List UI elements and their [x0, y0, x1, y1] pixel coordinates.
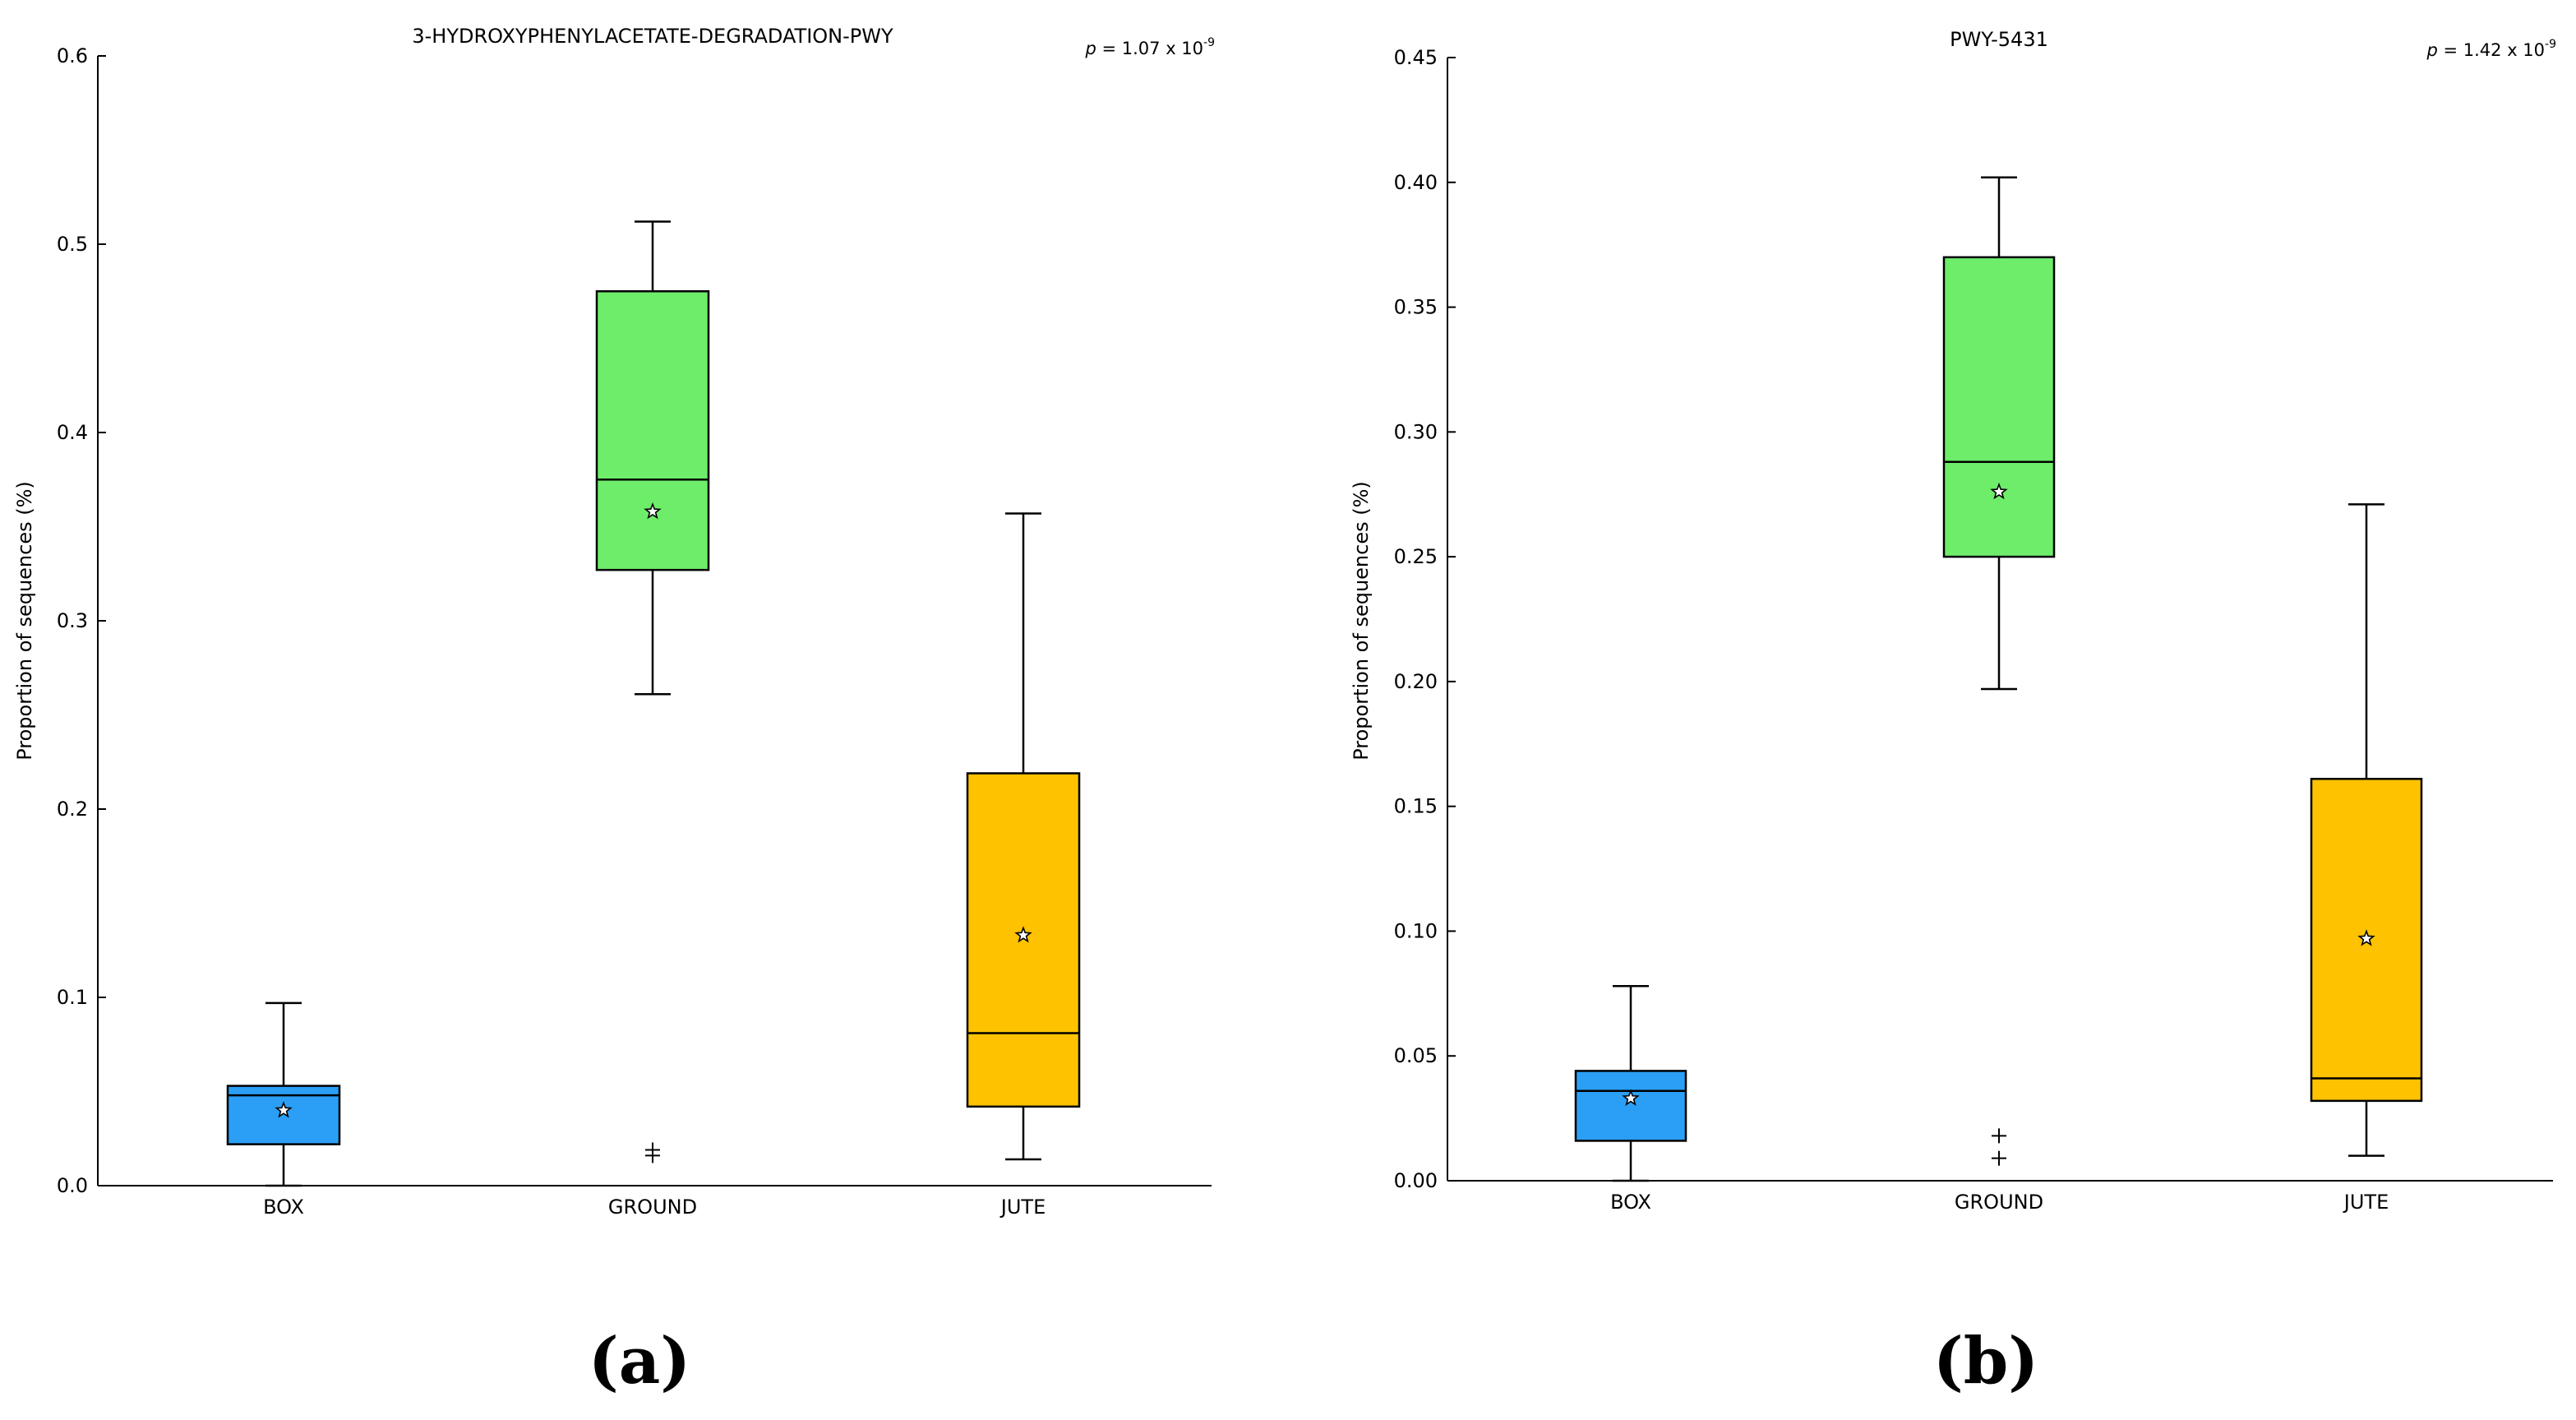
panel-b-y-tick-label: 0.40: [1394, 171, 1438, 194]
panel-a-category-label-ground: GROUND: [608, 1196, 697, 1219]
mean-star: [2357, 929, 2375, 946]
panel-a-y-tick-label: 0.2: [57, 798, 88, 821]
panel-b-y-tick-label: 0.10: [1394, 919, 1438, 942]
iqr-box: [1942, 256, 2056, 558]
panel-b-y-tick-label: 0.25: [1394, 545, 1438, 568]
panel-b-y-tick-label: 0.20: [1394, 670, 1438, 693]
panel-a-box-box: [226, 1001, 341, 1187]
panel-b-y-tick-label: 0.35: [1394, 296, 1438, 319]
panel-b-category-label-ground: GROUND: [1955, 1191, 2043, 1214]
panel-a-category-label-box: BOX: [263, 1196, 304, 1219]
panel-a-box-jute: [966, 512, 1081, 1161]
panel-b-y-tick-label: 0.05: [1394, 1044, 1438, 1067]
outlier-marker: [1992, 1128, 2006, 1144]
panel-a-y-tick-label: 0.4: [57, 421, 88, 444]
panel-a-y-tick-label: 0.1: [57, 986, 88, 1009]
outlier-marker: [1992, 1150, 2006, 1166]
panel-b-y-tick-label: 0.45: [1394, 46, 1438, 69]
panel-b: 0.00 0.05 0.10 0.15 0.20 0.25 0.30 0.35 0.40 0.45…: [1350, 28, 2556, 1399]
panel-a-y-tick-label: 0.0: [57, 1174, 88, 1197]
outlier-marker: [645, 1142, 660, 1158]
panel-a-category-label-jute: JUTE: [999, 1196, 1046, 1219]
panel-a: 0.0 0.1 0.2 0.3 0.4 0.5 0.6 Proportion of seque…: [13, 25, 1215, 1399]
panel-a-box-ground: [595, 220, 710, 1163]
panel-a-y-tick-label: 0.3: [57, 609, 88, 632]
panel-a-panel-label: (a): [589, 1324, 690, 1399]
panel-a-p-value: p = 1.07 x 10-9: [1084, 36, 1215, 58]
panel-b-title: PWY-5431: [1950, 28, 2048, 51]
mean-star: [1990, 482, 2008, 500]
panel-b-box-ground: [1942, 176, 2056, 1166]
panel-b-panel-label: (b): [1933, 1324, 2038, 1399]
panel-b-box-jute: [2310, 503, 2423, 1157]
panel-a-y-tick-label: 0.5: [57, 233, 88, 256]
mean-star: [1014, 926, 1032, 943]
iqr-box: [966, 772, 1081, 1108]
iqr-box: [1574, 1070, 1687, 1142]
mean-star: [644, 502, 662, 520]
panel-a-title: 3-HYDROXYPHENYLACETATE-DEGRADATION-PWY: [412, 25, 893, 48]
panel-b-y-tick-label: 0.30: [1394, 420, 1438, 443]
panel-b-box-box: [1574, 984, 1687, 1182]
mean-star: [1622, 1089, 1640, 1106]
panel-b-y-tick-label: 0.00: [1394, 1169, 1438, 1192]
panel-b-y-axis-label: Proportion of sequences (%): [1350, 481, 1373, 761]
panel-b-category-label-box: BOX: [1610, 1191, 1651, 1214]
panel-b-y-tick-label: 0.15: [1394, 795, 1438, 818]
panel-b-p-value: p = 1.42 x 10-9: [2426, 38, 2556, 60]
panel-b-category-label-jute: JUTE: [2343, 1191, 2389, 1214]
panel-a-y-axis-label: Proportion of sequences (%): [13, 481, 36, 761]
panel-a-y-tick-label: 0.6: [57, 44, 88, 67]
mean-star: [275, 1101, 293, 1118]
iqr-box: [595, 290, 710, 571]
